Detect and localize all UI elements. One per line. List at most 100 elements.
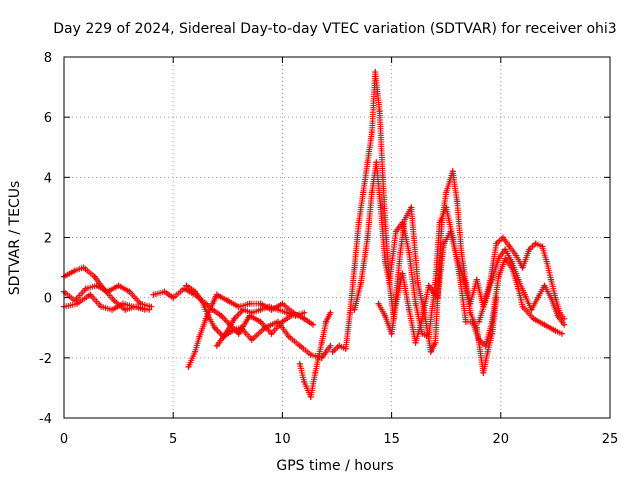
data-point bbox=[443, 189, 450, 196]
data-point bbox=[412, 339, 419, 346]
data-point bbox=[467, 309, 474, 316]
data-point bbox=[192, 348, 199, 355]
data-point bbox=[502, 255, 509, 262]
data-point bbox=[493, 240, 500, 247]
series-track-8 bbox=[296, 309, 334, 400]
series-track-7 bbox=[213, 303, 308, 349]
data-point bbox=[427, 348, 434, 355]
data-point bbox=[467, 300, 474, 307]
data-point bbox=[449, 168, 456, 175]
data-point bbox=[104, 288, 111, 295]
data-point bbox=[373, 159, 380, 166]
y-axis-label: SDTVAR / TECUs bbox=[7, 181, 23, 296]
grid-lines bbox=[64, 57, 610, 418]
data-point bbox=[82, 285, 89, 292]
data-point bbox=[419, 315, 426, 322]
data-point bbox=[482, 297, 489, 304]
data-point bbox=[532, 240, 539, 247]
data-point bbox=[119, 300, 126, 307]
data-point bbox=[397, 249, 404, 256]
data-point bbox=[327, 309, 334, 316]
data-point bbox=[480, 369, 487, 376]
data-point bbox=[414, 279, 421, 286]
data-point bbox=[399, 270, 406, 277]
data-point bbox=[508, 258, 515, 265]
data-point bbox=[519, 264, 526, 271]
data-point bbox=[489, 276, 496, 283]
data-point bbox=[528, 306, 535, 313]
data-point bbox=[122, 306, 129, 313]
data-point bbox=[301, 315, 308, 322]
data-point bbox=[211, 324, 218, 331]
data-point bbox=[475, 318, 482, 325]
data-point bbox=[521, 291, 528, 298]
data-point bbox=[482, 342, 489, 349]
data-point bbox=[408, 204, 415, 211]
data-point bbox=[148, 303, 155, 310]
data-point bbox=[425, 333, 432, 340]
data-point bbox=[235, 303, 242, 310]
data-point bbox=[185, 363, 192, 370]
data-point bbox=[307, 351, 314, 358]
data-point bbox=[526, 246, 533, 253]
data-point bbox=[222, 330, 229, 337]
data-point bbox=[386, 279, 393, 286]
data-point bbox=[240, 306, 247, 313]
data-point bbox=[368, 129, 375, 136]
data-point bbox=[355, 219, 362, 226]
data-point bbox=[358, 279, 365, 286]
data-point bbox=[248, 309, 255, 316]
data-point bbox=[283, 309, 290, 316]
data-point bbox=[454, 255, 461, 262]
y-tick-label: 8 bbox=[44, 51, 52, 66]
data-point bbox=[336, 342, 343, 349]
data-point bbox=[558, 330, 565, 337]
y-tick-label: 4 bbox=[44, 171, 52, 186]
data-point bbox=[347, 309, 354, 316]
data-point bbox=[489, 318, 496, 325]
data-point bbox=[231, 315, 238, 322]
data-point bbox=[515, 276, 522, 283]
data-point bbox=[548, 294, 555, 301]
data-point bbox=[246, 300, 253, 307]
data-point bbox=[327, 342, 334, 349]
data-point bbox=[329, 348, 336, 355]
data-point bbox=[534, 294, 541, 301]
x-tick-label: 10 bbox=[274, 432, 291, 447]
data-point bbox=[130, 303, 137, 310]
data-point bbox=[91, 273, 98, 280]
data-point bbox=[257, 318, 264, 325]
data-point bbox=[296, 342, 303, 349]
x-tick-label: 0 bbox=[60, 432, 68, 447]
data-point bbox=[401, 216, 408, 223]
data-point bbox=[198, 297, 205, 304]
data-point bbox=[170, 294, 177, 301]
y-tick-label: 0 bbox=[44, 292, 52, 307]
data-point bbox=[484, 348, 491, 355]
data-point bbox=[543, 258, 550, 265]
data-point bbox=[161, 288, 168, 295]
data-point bbox=[266, 303, 273, 310]
data-point bbox=[209, 300, 216, 307]
data-point bbox=[554, 312, 561, 319]
data-point bbox=[296, 360, 303, 367]
data-point bbox=[213, 291, 220, 298]
data-point bbox=[115, 282, 122, 289]
data-point bbox=[443, 204, 450, 211]
data-point bbox=[406, 249, 413, 256]
data-point bbox=[318, 339, 325, 346]
data-point bbox=[342, 345, 349, 352]
data-point bbox=[541, 282, 548, 289]
data-point bbox=[392, 300, 399, 307]
series-track-12 bbox=[475, 246, 568, 328]
data-point bbox=[406, 306, 413, 313]
data-point bbox=[74, 300, 81, 307]
x-axis-ticks: 0 5 10 15 20 25 bbox=[60, 57, 618, 447]
data-point bbox=[307, 393, 314, 400]
x-tick-label: 5 bbox=[169, 432, 177, 447]
data-point bbox=[462, 318, 469, 325]
data-point bbox=[275, 318, 282, 325]
x-tick-label: 20 bbox=[493, 432, 510, 447]
data-point bbox=[196, 333, 203, 340]
